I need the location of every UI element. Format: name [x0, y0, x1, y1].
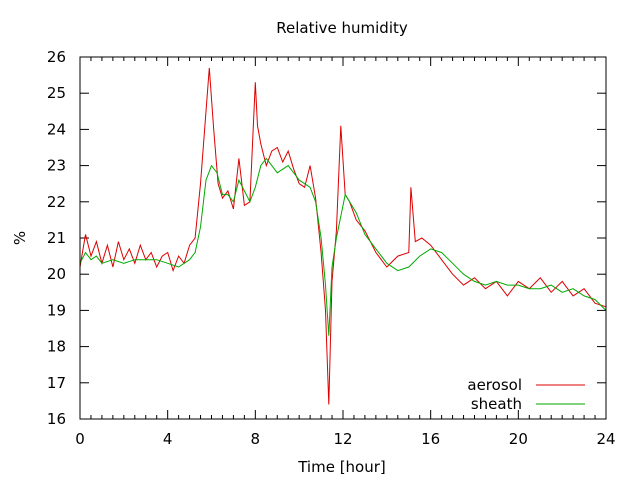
x-tick-label-2: 8	[251, 430, 261, 448]
legend-label-aerosol: aerosol	[467, 376, 522, 394]
y-tick-label-1: 17	[47, 374, 66, 392]
x-axis-label: Time [hour]	[297, 458, 386, 476]
y-tick-label-10: 26	[47, 48, 66, 66]
x-tick-label-5: 20	[509, 430, 528, 448]
y-tick-label-7: 23	[47, 157, 66, 175]
y-tick-label-4: 20	[47, 265, 66, 283]
y-axis-label: %	[11, 231, 29, 245]
x-tick-label-3: 12	[333, 430, 352, 448]
series-line-sheath	[79, 157, 607, 336]
y-tick-label-6: 22	[47, 193, 66, 211]
chart-title: Relative humidity	[276, 19, 408, 37]
series-line-aerosol	[79, 67, 607, 405]
y-tick-label-0: 16	[47, 410, 66, 428]
x-tick-label-4: 16	[421, 430, 440, 448]
x-tick-label-6: 24	[596, 430, 615, 448]
y-tick-label-8: 24	[47, 120, 66, 138]
x-tick-label-0: 0	[75, 430, 85, 448]
x-tick-label-1: 4	[163, 430, 173, 448]
y-tick-label-9: 25	[47, 84, 66, 102]
y-tick-label-2: 18	[47, 338, 66, 356]
series-layer	[79, 67, 607, 405]
legend-label-sheath: sheath	[471, 395, 522, 413]
plot-frame	[79, 56, 607, 420]
y-tick-label-5: 21	[47, 229, 66, 247]
y-tick-label-3: 19	[47, 301, 66, 319]
axis-ticks: 0 4 8 12 16 20 24 16 17 18 19 20 21 22 23 24 25 26	[47, 48, 616, 448]
